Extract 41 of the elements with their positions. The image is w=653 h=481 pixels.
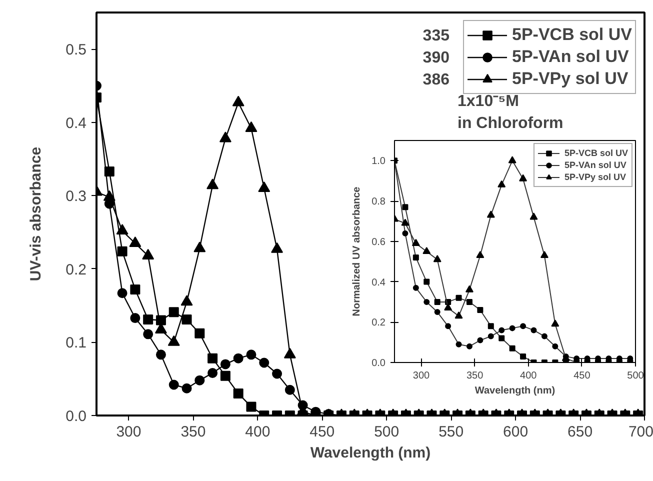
y-tick-label: 0.3 — [66, 188, 87, 206]
y-tick-label: 0.4 — [372, 277, 386, 288]
legend-label: 5P-VCB sol UV — [564, 147, 628, 159]
annotation: 386 — [422, 72, 450, 88]
x-axis-title: Wavelength (nm) — [474, 386, 556, 396]
y-tick-label: 0.0 — [372, 358, 386, 369]
x-tick-label: 300 — [116, 424, 142, 440]
y-tick-label: 1.0 — [372, 156, 386, 168]
x-tick-label: 350 — [180, 424, 206, 440]
x-tick-label: 500 — [627, 370, 644, 382]
y-tick-label: 0.2 — [66, 261, 87, 278]
x-tick-label: 400 — [520, 370, 538, 382]
y-tick-label: 0.0 — [66, 408, 87, 425]
y-tick-label: 0.8 — [372, 196, 386, 208]
annotation: 335 — [422, 28, 450, 44]
annotation: 1x10⁻⁵M — [458, 93, 519, 110]
y-tick-label: 0.2 — [372, 318, 386, 329]
x-tick-label: 650 — [568, 424, 593, 440]
y-tick-label: 0.6 — [372, 236, 386, 248]
y-axis-title: UV-vis absorbance — [28, 146, 45, 282]
y-tick-label: 0.4 — [66, 114, 87, 132]
x-tick-label: 500 — [374, 424, 400, 440]
x-tick-label: 450 — [574, 370, 591, 382]
legend-label: 5P-VAn sol UV — [512, 46, 629, 68]
y-tick-label: 0.1 — [66, 334, 87, 352]
x-tick-label: 600 — [503, 424, 528, 440]
legend-label: 5P-VPy sol UV — [564, 171, 626, 183]
x-tick-label: 400 — [245, 424, 270, 440]
legend-label: 5P-VCB sol UV — [512, 24, 632, 46]
y-tick-label: 0.5 — [66, 42, 87, 59]
x-tick-label: 350 — [466, 370, 484, 382]
annotation: 390 — [422, 50, 450, 66]
x-axis-title: Wavelength (nm) — [310, 444, 431, 462]
x-tick-label: 300 — [412, 370, 430, 382]
x-tick-label: 550 — [438, 424, 464, 440]
legend-label: 5P-VPy sol UV — [512, 68, 628, 90]
annotation: in Chloroform — [458, 115, 564, 132]
y-axis-title: Normalized UV absorbance — [352, 186, 363, 316]
x-tick-label: 700 — [628, 424, 653, 440]
legend-label: 5P-VAn sol UV — [564, 159, 626, 171]
x-tick-label: 450 — [310, 424, 335, 440]
